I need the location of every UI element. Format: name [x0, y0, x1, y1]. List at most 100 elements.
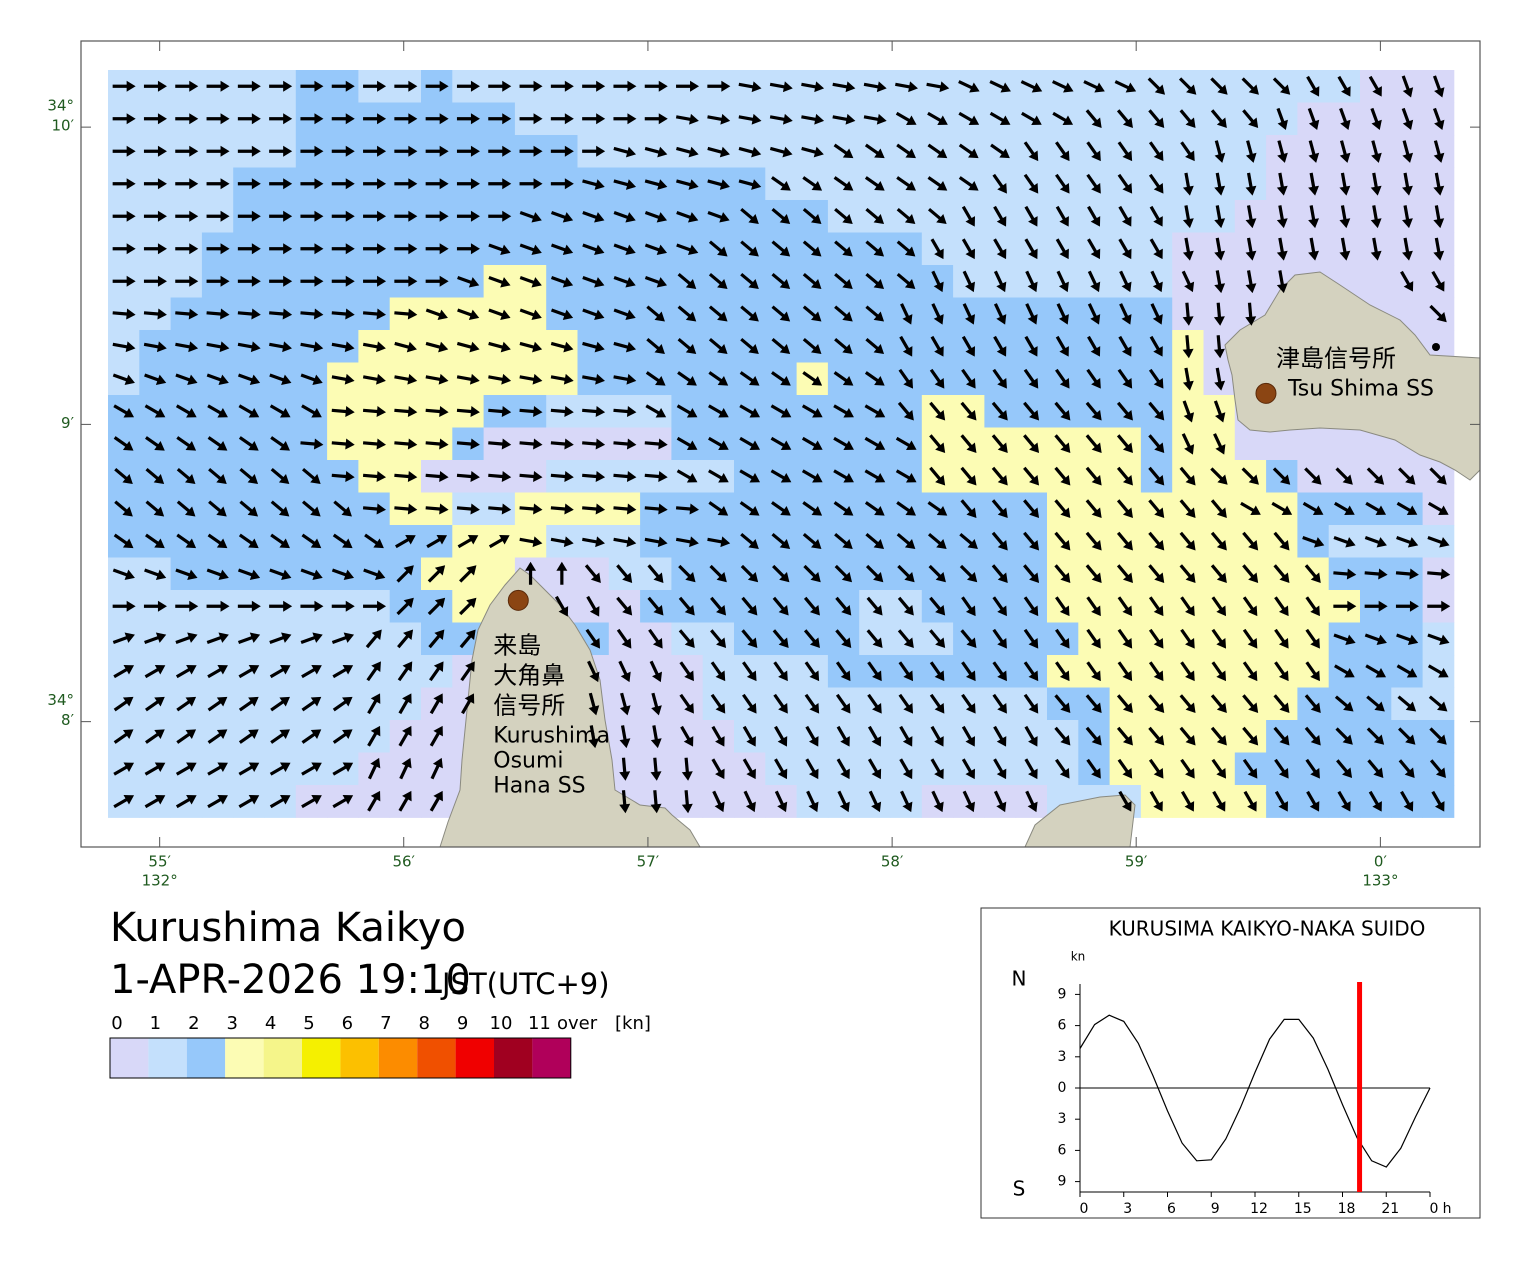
current-arrow [1178, 77, 1197, 95]
current-arrow [1211, 661, 1227, 682]
current-arrow [332, 729, 353, 744]
current-arrow [1118, 790, 1132, 812]
current-arrow [991, 531, 1008, 551]
current-arrow [1148, 531, 1165, 551]
current-arrow [740, 305, 759, 322]
current-arrow [708, 501, 729, 516]
current-arrow [833, 469, 854, 483]
current-arrow [992, 628, 1007, 649]
current-arrow [989, 111, 1011, 126]
current-arrow [802, 337, 822, 354]
current-arrow [1306, 790, 1320, 812]
current-arrow [588, 725, 600, 749]
current-arrow [113, 794, 135, 809]
current-arrow [613, 438, 637, 450]
current-arrow [425, 341, 449, 353]
current-arrow [112, 243, 136, 255]
current-arrow [1402, 140, 1414, 163]
current-arrow [112, 178, 136, 190]
current-arrow [707, 179, 730, 190]
current-arrow [550, 80, 574, 92]
current-arrow [1149, 238, 1163, 260]
current-arrow [1429, 759, 1446, 778]
current-arrow [619, 757, 631, 781]
current-arrow [1086, 596, 1101, 617]
current-arrow [896, 532, 916, 549]
current-arrow [1210, 726, 1227, 746]
current-arrow [1114, 80, 1137, 93]
current-arrow [1117, 368, 1133, 389]
current-arrow [930, 758, 944, 780]
y-tick-label: 9 [1058, 986, 1067, 1002]
current-arrow [675, 113, 699, 125]
current-arrow [143, 243, 167, 255]
current-arrow [1433, 140, 1445, 163]
current-arrow [1431, 270, 1445, 292]
current-arrow [1272, 467, 1291, 485]
current-arrow [1055, 758, 1070, 779]
lat-degree-label: 34° [47, 691, 74, 709]
current-arrow [1179, 564, 1196, 583]
current-arrow [269, 308, 293, 320]
current-arrow [801, 436, 823, 451]
current-arrow [270, 436, 290, 451]
current-arrow [488, 503, 512, 515]
current-arrow [176, 467, 196, 484]
current-arrow [363, 145, 387, 157]
current-arrow [1055, 238, 1069, 260]
current-arrow [207, 696, 228, 712]
map-axes: 55′132° 56′ 57′ 58′ 59′ 0′133° 10′ 34° 9′ 8′ 34° [47, 41, 1480, 890]
current-arrow [1427, 568, 1451, 580]
current-arrow [899, 725, 913, 747]
current-arrow [1276, 270, 1288, 294]
current-arrow [804, 693, 820, 714]
station-name-en: Hana SS [493, 773, 585, 798]
current-arrow [651, 692, 662, 716]
current-arrow [269, 243, 293, 255]
current-arrow [1085, 466, 1102, 486]
current-arrow [1024, 758, 1038, 780]
current-arrow [960, 629, 977, 648]
current-arrow [1396, 633, 1419, 645]
current-arrow [1182, 335, 1194, 359]
current-arrow [112, 568, 135, 580]
current-arrow [650, 725, 662, 749]
current-arrow [833, 176, 854, 191]
current-arrow [835, 693, 851, 714]
current-arrow [1427, 501, 1449, 516]
current-arrow [647, 564, 664, 583]
current-arrow [1054, 531, 1071, 551]
current-arrow [488, 308, 511, 320]
current-arrow [207, 664, 228, 679]
current-arrow [394, 210, 418, 222]
current-arrow [1148, 726, 1165, 746]
current-arrow [961, 596, 976, 617]
current-arrow [1024, 335, 1038, 357]
current-arrow [1308, 172, 1319, 196]
legend-swatch [225, 1038, 264, 1078]
current-arrow [1054, 499, 1071, 518]
current-arrow [394, 308, 418, 320]
current-arrow [707, 536, 731, 548]
current-arrow [1118, 335, 1132, 357]
current-arrow [331, 145, 355, 157]
current-arrow [929, 629, 946, 648]
current-arrow [865, 207, 885, 224]
y-unit: kn [1071, 950, 1086, 964]
current-arrow [898, 693, 914, 714]
current-arrow [1182, 400, 1195, 423]
current-arrow [1087, 238, 1101, 260]
current-arrow [550, 471, 574, 482]
current-arrow [771, 501, 791, 516]
current-arrow [676, 210, 699, 223]
current-arrow [833, 143, 854, 159]
current-arrow [112, 373, 135, 385]
current-arrow [1213, 302, 1225, 326]
current-arrow [992, 661, 1007, 682]
current-arrow [367, 790, 381, 812]
current-arrow [962, 790, 976, 813]
current-arrow [519, 243, 542, 255]
current-arrow [1210, 564, 1227, 583]
current-arrow [300, 568, 323, 580]
current-arrow [1305, 661, 1320, 682]
